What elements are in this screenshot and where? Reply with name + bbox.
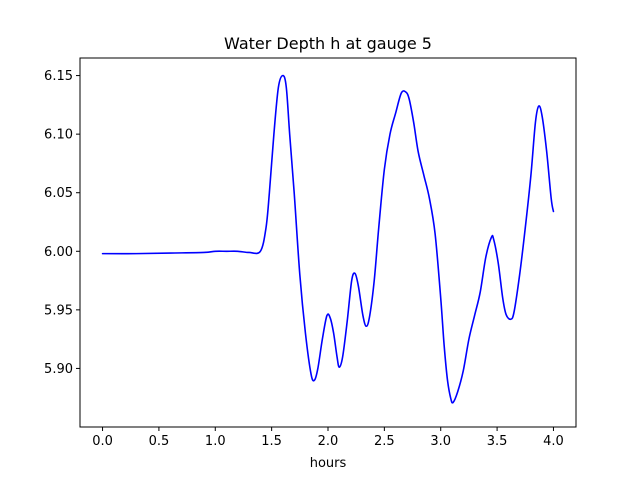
x-tick-label: 2.0 xyxy=(318,434,339,449)
y-axis: 5.90 5.95 6.00 6.05 6.10 6.15 xyxy=(44,69,80,377)
x-tick-label: 3.5 xyxy=(487,434,508,449)
x-tick-label: 2.5 xyxy=(374,434,395,449)
x-tick-label: 1.0 xyxy=(205,434,226,449)
x-tick-label: 0.0 xyxy=(92,434,113,449)
y-tick-label: 5.90 xyxy=(44,362,73,377)
chart-title: Water Depth h at gauge 5 xyxy=(224,34,432,53)
y-tick-label: 6.05 xyxy=(44,186,73,201)
x-axis-label: hours xyxy=(310,456,347,471)
y-tick-label: 6.00 xyxy=(44,245,73,260)
x-tick-label: 1.5 xyxy=(261,434,282,449)
x-tick-label: 4.0 xyxy=(543,434,564,449)
x-tick-label: 3.0 xyxy=(430,434,451,449)
y-tick-label: 6.15 xyxy=(44,69,73,84)
series-line xyxy=(101,74,555,404)
plot-area xyxy=(79,57,577,428)
y-tick-label: 5.95 xyxy=(44,303,73,318)
x-tick-label: 0.5 xyxy=(149,434,170,449)
y-tick-label: 6.10 xyxy=(44,128,73,143)
series-layer xyxy=(101,74,555,404)
x-axis: 0.0 0.5 1.0 1.5 2.0 2.5 3.0 3.5 4.0 xyxy=(92,427,564,449)
